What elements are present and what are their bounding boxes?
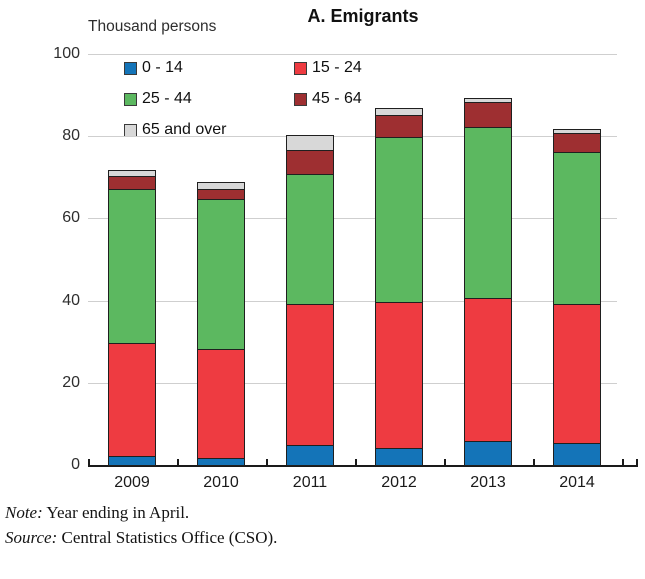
gridline-40 — [88, 300, 617, 302]
x-tick-label-2011: 2011 — [292, 474, 328, 491]
note: Note: Year ending in April. — [5, 503, 189, 523]
bar-segment-2014-25-44 — [553, 151, 601, 304]
legend: 0 - 14 15 - 24 25 - 44 45 - 64 65 and over — [124, 59, 362, 139]
source-label: Source: — [5, 528, 58, 547]
x-tick-label-2014: 2014 — [559, 474, 595, 491]
x-axis-tick — [636, 459, 638, 466]
x-axis-tick — [443, 459, 446, 466]
bar-segment-2013-15-24 — [464, 297, 512, 442]
y-tick-label-0: 0 — [71, 456, 80, 473]
bar-segment-2010-25-44 — [197, 198, 245, 349]
bar-segment-2010-65andover — [197, 182, 245, 189]
bar-segment-2011-45-64 — [286, 149, 334, 175]
y-tick-label-40: 40 — [62, 291, 80, 309]
x-axis-tick — [532, 459, 535, 466]
x-axis-tick — [176, 459, 179, 466]
legend-label: 45 - 64 — [312, 90, 362, 107]
x-axis-line — [88, 465, 638, 467]
x-tick-label-2009: 2009 — [114, 474, 150, 491]
gridline-100 — [88, 54, 617, 55]
x-tick-label-2013: 2013 — [470, 474, 506, 491]
bar-segment-2012-25-44 — [375, 137, 423, 302]
bar-segment-2010-0-14 — [197, 457, 245, 466]
x-axis-tick — [265, 459, 268, 466]
bar-segment-2010-45-64 — [197, 188, 245, 199]
legend-swatch-icon — [294, 92, 307, 106]
bar-2014 — [553, 129, 601, 466]
legend-item-45-64: 45 - 64 — [294, 90, 362, 108]
bar-segment-2011-25-44 — [286, 174, 334, 304]
bar-segment-2012-65andover — [375, 108, 423, 115]
gridline-60 — [88, 218, 617, 220]
bar-segment-2009-65andover — [108, 170, 156, 177]
note-label: Note: — [5, 503, 43, 522]
chart-title: A. Emigrants — [307, 6, 419, 26]
bar-segment-2009-25-44 — [108, 188, 156, 343]
y-axis-unit-label: Thousand persons — [88, 18, 217, 35]
gridline-20 — [88, 382, 617, 384]
bar-segment-2011-0-14 — [286, 445, 334, 466]
source: Source: Central Statistics Office (CSO). — [5, 528, 277, 548]
legend-swatch-icon — [124, 123, 137, 137]
bar-2010 — [197, 182, 245, 466]
legend-swatch-icon — [124, 61, 137, 75]
source-text: Central Statistics Office (CSO). — [61, 528, 278, 547]
y-tick-label-20: 20 — [62, 373, 80, 391]
x-axis-tick — [621, 459, 624, 466]
legend-label: 0 - 14 — [142, 59, 183, 76]
bar-segment-2013-0-14 — [464, 441, 512, 466]
bar-segment-2012-45-64 — [375, 114, 423, 138]
legend-item-15-24: 15 - 24 — [294, 59, 362, 77]
legend-item-65andover: 65 and over — [124, 121, 294, 139]
legend-item-0-14: 0 - 14 — [124, 59, 294, 77]
bar-2013 — [464, 98, 512, 466]
bar-segment-2013-45-64 — [464, 102, 512, 127]
bar-segment-2009-0-14 — [108, 455, 156, 466]
bar-segment-2011-65andover — [286, 135, 334, 150]
y-tick-label-60: 60 — [62, 209, 80, 227]
bar-segment-2014-0-14 — [553, 443, 601, 466]
bar-segment-2014-45-64 — [553, 133, 601, 152]
y-tick-label-100: 100 — [53, 45, 80, 62]
plot-area: 0 - 14 15 - 24 25 - 44 45 - 64 65 and over — [88, 54, 638, 467]
bar-2012 — [375, 108, 423, 466]
x-axis-tick — [88, 459, 90, 466]
x-tick-label-2010: 2010 — [203, 474, 239, 491]
bar-segment-2010-15-24 — [197, 348, 245, 458]
legend-label: 15 - 24 — [312, 59, 362, 76]
legend-label: 25 - 44 — [142, 90, 192, 107]
bar-segment-2009-45-64 — [108, 176, 156, 189]
legend-swatch-icon — [294, 61, 307, 75]
bar-segment-2012-0-14 — [375, 447, 423, 466]
legend-swatch-icon — [124, 92, 137, 106]
bar-2011 — [286, 135, 334, 466]
y-tick-label-80: 80 — [62, 127, 80, 145]
bar-segment-2014-15-24 — [553, 303, 601, 444]
legend-label: 65 and over — [142, 121, 227, 138]
x-axis-tick — [354, 459, 357, 466]
bar-segment-2009-15-24 — [108, 342, 156, 456]
bar-segment-2012-15-24 — [375, 301, 423, 448]
bar-segment-2013-65andover — [464, 98, 512, 103]
legend-item-25-44: 25 - 44 — [124, 90, 294, 108]
bar-segment-2013-25-44 — [464, 126, 512, 298]
gridline-80 — [88, 136, 617, 138]
note-text: Year ending in April. — [46, 503, 190, 522]
bar-segment-2011-15-24 — [286, 303, 334, 446]
bar-segment-2014-65andover — [553, 129, 601, 134]
x-tick-label-2012: 2012 — [381, 474, 417, 491]
bar-2009 — [108, 170, 156, 466]
